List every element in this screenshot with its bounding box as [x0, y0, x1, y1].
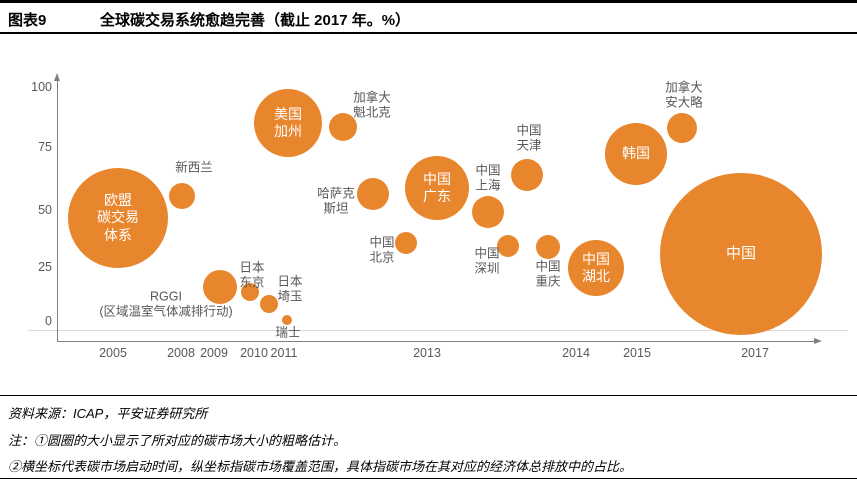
chart-plot: 100 75 50 25 0 2005 2008 2009 2010 2011 2013 2014 20…	[28, 73, 848, 360]
x-tick-2008: 2008	[167, 346, 195, 360]
bubble-label-china-chongqing: 中国 重庆	[535, 259, 561, 288]
bubble-kazakhstan	[357, 178, 389, 210]
bubble-label-kazakhstan: 哈萨克 斯坦	[317, 186, 355, 215]
bubble-label-new-zealand: 新西兰	[175, 160, 213, 175]
bubble-china-tianjin	[511, 159, 543, 191]
bubble-rggi	[203, 270, 237, 304]
y-axis-arrow-icon	[54, 73, 60, 81]
bubble-china-chongqing	[536, 235, 560, 259]
bubble-label-canada-ontario: 加拿大 安大略	[665, 80, 703, 109]
bubble-china-shenzhen	[497, 235, 519, 257]
bubble-japan-tokyo	[241, 283, 259, 301]
bubble-label-rggi: RGGI (区域温室气体减排行动)	[99, 289, 233, 318]
top-rule	[0, 0, 857, 3]
bubble-label-japan-saitama: 日本 埼玉	[277, 274, 303, 303]
bubble-eu-ets: 欧盟 碳交易 体系	[68, 168, 168, 268]
x-axis-line	[57, 341, 816, 342]
figure-title: 全球碳交易系统愈趋完善（截止 2017 年。%）	[100, 12, 411, 29]
x-tick-2013: 2013	[413, 346, 441, 360]
note-line-2: ②横坐标代表碳市场启动时间，纵坐标指碳市场覆盖范围，具体指碳市场在其对应的经济体…	[8, 459, 633, 474]
bubble-label-switzerland: 瑞士	[275, 325, 301, 340]
bubble-label-china-tianjin: 中国 天津	[516, 123, 542, 152]
x-tick-2017: 2017	[741, 346, 769, 360]
bubble-new-zealand	[169, 183, 195, 209]
bubble-label-china-beijing: 中国 北京	[369, 235, 395, 264]
bubble-canada-ontario	[667, 113, 697, 143]
x-tick-2015: 2015	[623, 346, 651, 360]
x-tick-2010: 2010	[240, 346, 268, 360]
bubble-china-guangdong: 中国 广东	[405, 156, 469, 220]
note-line-1: 注：①圆圈的大小显示了所对应的碳市场大小的粗略估计。	[8, 433, 347, 448]
bubble-switzerland	[282, 315, 292, 325]
source-line: 资料来源：ICAP，平安证券研究所	[8, 406, 208, 421]
y-tick-0: 0	[45, 314, 52, 328]
x-tick-2014: 2014	[562, 346, 590, 360]
y-tick-25: 25	[38, 260, 52, 274]
bubble-japan-saitama	[260, 295, 278, 313]
y-tick-50: 50	[38, 203, 52, 217]
bubble-korea: 韩国	[605, 123, 667, 185]
zero-gridline	[28, 330, 848, 331]
x-axis-arrow-icon	[814, 337, 822, 344]
bubble-label-japan-tokyo: 日本 东京	[239, 260, 265, 289]
y-axis-line	[57, 80, 58, 342]
bubble-china-hubei: 中国 湖北	[568, 240, 624, 296]
y-tick-100: 100	[31, 80, 52, 94]
bubble-china-beijing	[395, 232, 417, 254]
bubble-label-china-shanghai: 中国 上海	[475, 163, 501, 192]
y-tick-75: 75	[38, 140, 52, 154]
footer-top-rule	[0, 395, 857, 396]
bubble-canada-quebec	[329, 113, 357, 141]
header-rule	[0, 32, 857, 34]
bubble-us-california: 美国 加州	[254, 89, 322, 157]
x-tick-2009: 2009	[200, 346, 228, 360]
bubble-label-china-shenzhen: 中国 深圳	[474, 246, 500, 275]
bubble-china-shanghai	[472, 196, 504, 228]
footer-bottom-rule	[0, 478, 857, 479]
x-tick-2005: 2005	[99, 346, 127, 360]
x-tick-2011: 2011	[270, 346, 298, 360]
figure-tag: 图表9	[8, 12, 47, 29]
bubble-china: 中国	[660, 173, 822, 335]
bubble-label-canada-quebec: 加拿大 魁北克	[353, 90, 391, 119]
